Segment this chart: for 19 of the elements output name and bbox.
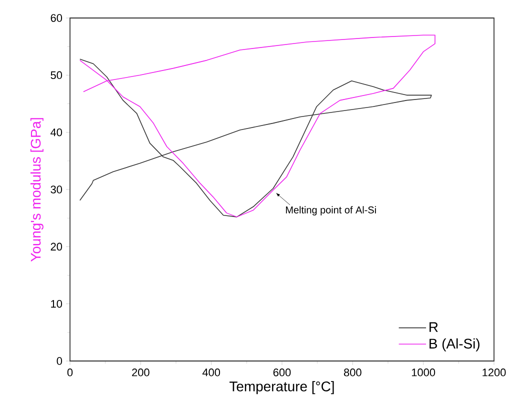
y-tick-label: 60 [50,14,62,22]
y-axis-title: Young's modulus [GPa] [30,118,44,262]
y-tick-label: 40 [50,128,62,136]
x-tick-label: 1200 [482,368,506,376]
annotation: Melting point of Al-Si [286,206,376,216]
legend-label: R [430,322,438,332]
x-tick-label: 600 [273,368,291,376]
x-tick-label: 1000 [412,368,436,376]
y-tick-label: 50 [50,71,62,80]
x-tick-label: 800 [344,368,362,376]
x-tick-label: 0 [67,368,73,376]
y-tick-label: 30 [50,186,62,194]
x-axis-title: Temperature [°C] [230,381,334,394]
x-tick-label: 400 [202,368,220,376]
x-tick-label: 200 [132,368,150,376]
y-tick-label: 10 [51,300,62,308]
y-tick-label: 0 [56,357,62,365]
y-tick-label: 20 [50,242,62,251]
legend-label: B (Al-Si) [430,338,480,352]
